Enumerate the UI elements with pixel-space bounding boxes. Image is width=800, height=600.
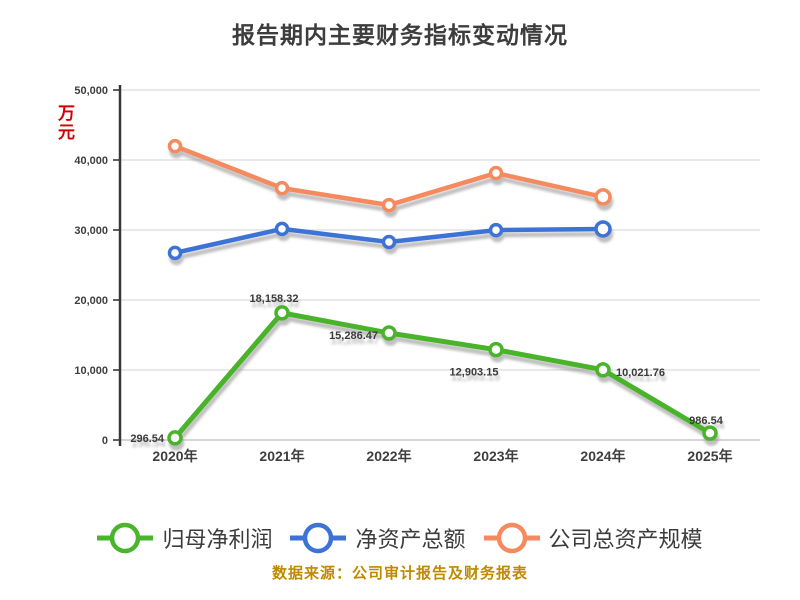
data-point-label: 10,021.76	[616, 367, 665, 379]
data-point-label: 986.54	[689, 415, 724, 427]
y-tick-label: 40,000	[74, 155, 108, 167]
legend-label-green-series: 归母净利润	[162, 527, 273, 552]
y-tick-label: 50,000	[74, 85, 108, 97]
x-tick-label: 2023年	[473, 448, 518, 464]
legend-marker-orange	[483, 522, 540, 554]
data-point-label: 12,903.15	[450, 367, 499, 379]
y-tick-label: 10,000	[74, 365, 108, 377]
series-归母净利润: 296.54 18,158.32 15,286.47 12,903.15 10,021.…	[130, 293, 724, 446]
legend-item-blue-series[interactable]: 净资产总额	[290, 520, 466, 556]
legend-marker-blue	[290, 522, 347, 554]
y-tick-label: 20,000	[74, 295, 108, 307]
x-tick-label: 2020年	[152, 448, 197, 464]
chart-title: 报告期内主要财务指标变动情况	[232, 22, 568, 48]
legend-label-blue-series: 净资产总额	[355, 527, 466, 552]
x-tick-label: 2021年	[259, 448, 304, 464]
y-tick-label: 0	[102, 435, 108, 447]
legend-item-green-series[interactable]: 归母净利润	[97, 520, 272, 556]
y-tick-label: 30,000	[74, 225, 108, 237]
data-point-label: 15,286.47	[329, 330, 378, 342]
x-tick-label: 2025年	[687, 448, 732, 464]
chart-legend: 归母净利润 净资产总额 公司总资产规模	[0, 518, 800, 558]
series-公司总资产规模	[167, 138, 612, 213]
x-tick-label: 2022年	[366, 448, 411, 464]
series-净资产总额	[167, 220, 612, 261]
legend-marker-green	[97, 522, 154, 554]
x-tick-label: 2024年	[580, 448, 625, 464]
chart-footnote: 数据来源：公司审计报告及财务报表	[271, 565, 528, 582]
data-point-label: 18,158.32	[250, 293, 299, 305]
legend-item-orange-series[interactable]: 公司总资产规模	[483, 520, 703, 556]
y-axis-unit-label: 万元	[55, 104, 74, 142]
legend-label-orange-series: 公司总资产规模	[548, 527, 703, 552]
data-point-label: 296.54	[130, 433, 165, 445]
